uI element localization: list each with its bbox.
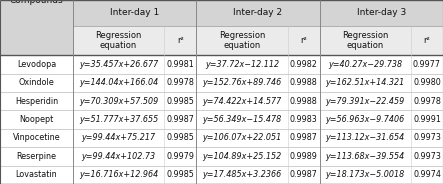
- Text: 0.9985: 0.9985: [166, 97, 194, 106]
- Text: y=70.309x+57.509: y=70.309x+57.509: [79, 97, 158, 106]
- Text: Oxindole: Oxindole: [19, 78, 54, 87]
- Bar: [319, 26, 411, 55]
- Bar: [73, 26, 164, 55]
- Text: 0.9973: 0.9973: [413, 134, 441, 142]
- Text: 0.9977: 0.9977: [413, 60, 441, 69]
- Text: Compounds: Compounds: [10, 0, 63, 4]
- Text: y=113.68x−39.554: y=113.68x−39.554: [326, 152, 405, 161]
- Text: y=106.07x+22.051: y=106.07x+22.051: [202, 134, 281, 142]
- Bar: [0, 110, 443, 129]
- Text: 0.9979: 0.9979: [166, 152, 194, 161]
- Text: 0.9978: 0.9978: [166, 78, 194, 87]
- Text: y=40.27x−29.738: y=40.27x−29.738: [328, 60, 402, 69]
- Text: y=104.89x+25.152: y=104.89x+25.152: [202, 152, 281, 161]
- Text: y=51.777x+37.655: y=51.777x+37.655: [79, 115, 158, 124]
- Bar: [411, 26, 443, 55]
- Text: y=37.72x−12.112: y=37.72x−12.112: [205, 60, 279, 69]
- Bar: [196, 0, 319, 26]
- Bar: [288, 26, 319, 55]
- Bar: [319, 0, 443, 26]
- Text: Noopept: Noopept: [19, 115, 54, 124]
- Text: 0.9987: 0.9987: [290, 134, 318, 142]
- Text: Lovastatin: Lovastatin: [16, 170, 57, 179]
- Bar: [164, 26, 196, 55]
- Text: Reserpine: Reserpine: [16, 152, 56, 161]
- Bar: [0, 55, 443, 74]
- Text: r²: r²: [424, 36, 430, 45]
- Text: 0.9989: 0.9989: [290, 152, 318, 161]
- Text: 0.9980: 0.9980: [413, 78, 441, 87]
- Text: Regression
equation: Regression equation: [342, 31, 389, 50]
- Bar: [0, 147, 443, 166]
- Bar: [0, 92, 443, 110]
- Bar: [0, 166, 443, 184]
- Text: 0.9985: 0.9985: [166, 134, 194, 142]
- Text: 0.9982: 0.9982: [290, 60, 318, 69]
- Text: y=74.422x+14.577: y=74.422x+14.577: [202, 97, 281, 106]
- Text: 0.9974: 0.9974: [413, 170, 441, 179]
- Text: y=152.76x+89.746: y=152.76x+89.746: [202, 78, 281, 87]
- Bar: [73, 0, 196, 26]
- Text: y=17.485x+3.2366: y=17.485x+3.2366: [202, 170, 281, 179]
- Text: y=35.457x+26.677: y=35.457x+26.677: [79, 60, 158, 69]
- Bar: [196, 26, 288, 55]
- Text: y=16.716x+12.964: y=16.716x+12.964: [79, 170, 158, 179]
- Text: y=79.391x−22.459: y=79.391x−22.459: [326, 97, 405, 106]
- Text: y=99.44x+75.217: y=99.44x+75.217: [82, 134, 155, 142]
- Text: 0.9985: 0.9985: [166, 170, 194, 179]
- Text: r²: r²: [300, 36, 307, 45]
- Text: 0.9987: 0.9987: [166, 115, 194, 124]
- Text: y=56.349x−15.478: y=56.349x−15.478: [202, 115, 281, 124]
- Text: 0.9987: 0.9987: [290, 170, 318, 179]
- Text: y=18.173x−5.0018: y=18.173x−5.0018: [326, 170, 405, 179]
- Text: Inter-day 3: Inter-day 3: [357, 8, 406, 17]
- Text: Levodopa: Levodopa: [17, 60, 56, 69]
- Text: Inter-day 1: Inter-day 1: [110, 8, 159, 17]
- Text: y=99.44x+102.73: y=99.44x+102.73: [82, 152, 155, 161]
- Text: y=144.04x+166.04: y=144.04x+166.04: [79, 78, 158, 87]
- Text: y=56.963x−9.7406: y=56.963x−9.7406: [326, 115, 405, 124]
- Text: 0.9978: 0.9978: [413, 97, 441, 106]
- Text: 0.9983: 0.9983: [290, 115, 318, 124]
- Text: Regression
equation: Regression equation: [95, 31, 142, 50]
- Text: r²: r²: [177, 36, 183, 45]
- Text: y=113.12x−31.654: y=113.12x−31.654: [326, 134, 405, 142]
- Text: 0.9981: 0.9981: [166, 60, 194, 69]
- Text: 0.9973: 0.9973: [413, 152, 441, 161]
- Text: Hesperidin: Hesperidin: [15, 97, 58, 106]
- Text: Regression
equation: Regression equation: [219, 31, 265, 50]
- Text: 0.9991: 0.9991: [413, 115, 441, 124]
- Text: Inter-day 2: Inter-day 2: [233, 8, 283, 17]
- Text: Vinpocetine: Vinpocetine: [12, 134, 60, 142]
- Text: 0.9988: 0.9988: [290, 97, 318, 106]
- Bar: [0, 74, 443, 92]
- Text: 0.9988: 0.9988: [290, 78, 318, 87]
- Bar: [0, 129, 443, 147]
- Bar: [0, 0, 73, 55]
- Text: y=162.51x+14.321: y=162.51x+14.321: [326, 78, 405, 87]
